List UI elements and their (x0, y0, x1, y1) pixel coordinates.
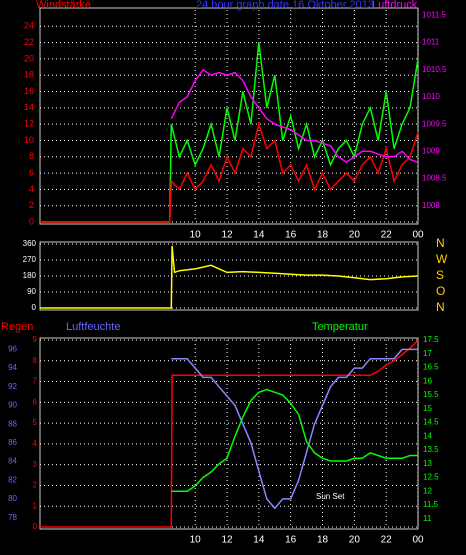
y-tick-label: 16 (24, 86, 34, 96)
y2-tick-label: S (436, 268, 444, 282)
y-tick-label: 0 (33, 522, 38, 531)
y3-tick-label: 80 (8, 494, 17, 503)
data-line (40, 121, 419, 223)
y3-label: Luftfeuchte (66, 321, 120, 333)
y2-tick-label: O (436, 284, 445, 298)
y3-tick-label: 96 (8, 344, 17, 353)
y2-tick-label: 16 (423, 376, 432, 385)
y-tick-label: 0 (29, 216, 34, 226)
x-tick-label: 10 (190, 230, 202, 241)
y2-tick-label: 17.5 (423, 335, 439, 344)
y2-tick-label: 1008.5 (422, 174, 447, 183)
y-tick-label: 10 (24, 135, 34, 145)
y-tick-label: 0 (32, 303, 37, 312)
y-tick-label: 360 (23, 239, 37, 248)
y2-tick-label: 1010.5 (422, 65, 447, 74)
y-tick-label: 4 (29, 184, 34, 194)
data-line (171, 348, 418, 510)
y-tick-label: 2 (29, 200, 34, 210)
y2-tick-label: 17 (423, 349, 432, 358)
y3-tick-label: 82 (8, 475, 17, 484)
y-tick-label: 22 (24, 37, 34, 47)
y2-label: Luftdruck (372, 0, 418, 11)
x-tick-label: 12 (221, 535, 233, 546)
y2-tick-label: 15 (423, 404, 432, 413)
y2-tick-label: 14 (423, 431, 432, 440)
y2-tick-label: 1009 (422, 146, 440, 155)
x-tick-label: 10 (190, 535, 202, 546)
x-tick-label: 20 (349, 535, 361, 546)
y2-tick-label: W (436, 252, 448, 266)
y-tick-label: 4 (33, 439, 38, 448)
plot-frame (39, 337, 419, 530)
y2-tick-label: 1011.5 (422, 11, 446, 20)
y-tick-label: 6 (29, 167, 34, 177)
y-tick-label: 2 (33, 481, 38, 490)
y-tick-label: 1 (33, 501, 38, 510)
x-tick-label: 16 (285, 535, 297, 546)
x-tick-label: 18 (317, 535, 329, 546)
x-tick-label: 00 (412, 230, 424, 241)
y2-tick-label: 1009.5 (422, 119, 447, 128)
x-tick-label: 12 (221, 230, 233, 241)
y2-tick-label: N (436, 236, 445, 250)
y-tick-label: 180 (23, 271, 37, 280)
y3-tick-label: 78 (8, 513, 17, 522)
y-tick-label: 8 (33, 356, 38, 365)
y-tick-label: 24 (24, 21, 34, 31)
y-tick-label: 270 (23, 255, 37, 264)
y3-tick-label: 92 (8, 382, 17, 391)
plot-frame (39, 7, 419, 225)
y2-tick-label: N (436, 300, 445, 314)
y2-tick-label: 12 (423, 486, 432, 495)
y2-label: Temperatur (312, 321, 368, 333)
y-tick-label: 90 (27, 287, 36, 296)
x-tick-label: 22 (381, 230, 393, 241)
y-tick-label: 6 (33, 397, 38, 406)
y-tick-label: 8 (29, 151, 34, 161)
x-tick-label: 14 (253, 230, 265, 241)
y-tick-label: 18 (24, 70, 34, 80)
ylabel: Regen (1, 321, 33, 333)
y-tick-label: 7 (33, 377, 38, 386)
x-tick-label: 22 (381, 535, 393, 546)
y3-tick-label: 90 (8, 401, 17, 410)
y2-tick-label: 13.5 (423, 445, 439, 454)
y3-tick-label: 86 (8, 438, 17, 447)
data-line (40, 245, 419, 309)
x-tick-label: 16 (285, 230, 297, 241)
title: 24 hour graph date 16 Oktober 2013 (196, 0, 374, 11)
data-line (170, 68, 419, 164)
y3-tick-label: 84 (8, 457, 17, 466)
y2-tick-label: 1011 (422, 38, 440, 47)
y2-tick-label: 1010 (422, 92, 440, 101)
y2-tick-label: 14.5 (423, 418, 439, 427)
y2-tick-label: 13 (423, 459, 432, 468)
data-line (171, 388, 418, 493)
y-tick-label: 5 (33, 418, 38, 427)
y2-tick-label: 16.5 (423, 363, 439, 372)
y2-tick-label: 15.5 (423, 390, 439, 399)
y-tick-label: 3 (33, 460, 38, 469)
y-tick-label: 20 (24, 53, 34, 63)
data-line (40, 339, 419, 528)
y2-tick-label: 1008 (422, 201, 440, 210)
x-tick-label: 20 (349, 230, 361, 241)
annotation: Sun Set (316, 492, 345, 501)
data-line (40, 42, 419, 223)
y-tick-label: 12 (24, 119, 34, 129)
y-tick-label: 14 (24, 102, 34, 112)
y-tick-label: 9 (33, 335, 38, 344)
y3-tick-label: 94 (8, 363, 17, 372)
x-tick-label: 00 (412, 535, 424, 546)
x-tick-label: 14 (253, 535, 265, 546)
x-tick-label: 18 (317, 230, 329, 241)
ylabel: Windstärke (36, 0, 91, 11)
y2-tick-label: 12.5 (423, 473, 439, 482)
y2-tick-label: 11 (423, 514, 432, 523)
y2-tick-label: 11.5 (423, 500, 439, 509)
y3-tick-label: 88 (8, 419, 17, 428)
